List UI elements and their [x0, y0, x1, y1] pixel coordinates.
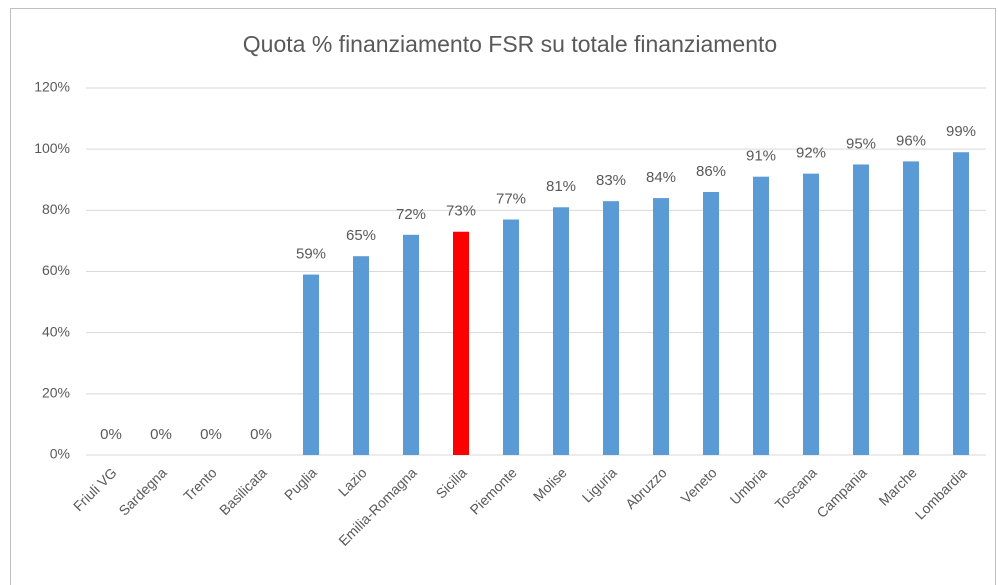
data-label: 86% — [696, 163, 726, 180]
data-label: 0% — [250, 426, 272, 443]
data-label: 83% — [596, 172, 626, 189]
data-label: 65% — [346, 227, 376, 244]
y-tick-label: 120% — [34, 79, 70, 95]
data-label: 0% — [200, 426, 222, 443]
data-label: 91% — [746, 148, 776, 165]
y-tick-label: 100% — [34, 140, 70, 156]
bar — [703, 191, 719, 455]
data-label: 72% — [396, 206, 426, 223]
bar — [453, 231, 469, 455]
data-label: 99% — [946, 123, 976, 140]
bar — [953, 152, 969, 455]
data-label: 73% — [446, 203, 476, 220]
bar — [853, 164, 869, 456]
data-label: 0% — [100, 426, 122, 443]
bar — [353, 256, 369, 455]
data-label: 77% — [496, 190, 526, 207]
data-label: 96% — [896, 132, 926, 149]
bar — [403, 234, 419, 455]
y-tick-label: 60% — [42, 262, 70, 278]
bar — [803, 173, 819, 455]
data-label: 81% — [546, 178, 576, 195]
y-tick-label: 0% — [50, 446, 70, 462]
bar — [303, 274, 319, 455]
data-label: 59% — [296, 246, 326, 263]
bar — [603, 201, 619, 455]
data-label: 95% — [846, 135, 876, 152]
data-label: 92% — [796, 145, 826, 162]
y-tick-label: 80% — [42, 201, 70, 217]
data-label: 84% — [646, 169, 676, 186]
data-label: 0% — [150, 426, 172, 443]
bar — [553, 207, 569, 455]
bar — [903, 161, 919, 455]
bar — [503, 219, 519, 455]
y-tick-label: 20% — [42, 385, 70, 401]
chart-title: Quota % finanziamento FSR su totale fina… — [243, 31, 777, 57]
bar — [653, 198, 669, 455]
bar — [753, 176, 769, 456]
y-tick-label: 40% — [42, 323, 70, 339]
